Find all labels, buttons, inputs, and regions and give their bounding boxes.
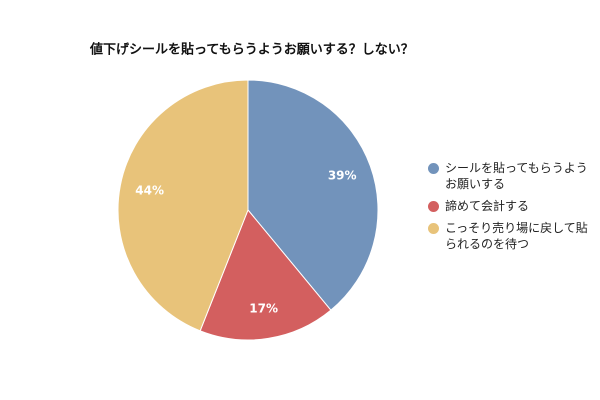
legend-label: 諦めて会計する <box>445 199 530 213</box>
legend-marker <box>428 223 439 234</box>
legend-label: こっそり売り場に戻して貼られるのを待つ <box>445 221 588 251</box>
legend-marker <box>428 201 439 212</box>
data-label: 44% <box>135 184 164 198</box>
legend: シールを貼ってもらうようお願いする諦めて会計するこっそり売り場に戻して貼られるの… <box>428 160 598 258</box>
pie-slice <box>117 79 249 332</box>
pie-slice <box>247 79 379 311</box>
legend-item: 諦めて会計する <box>428 198 598 214</box>
legend-item: こっそり売り場に戻して貼られるのを待つ <box>428 220 598 252</box>
legend-item: シールを貼ってもらうようお願いする <box>428 160 598 192</box>
pie-slice <box>199 209 332 341</box>
data-label: 17% <box>249 301 278 315</box>
legend-label: シールを貼ってもらうようお願いする <box>445 161 588 191</box>
data-label: 39% <box>328 169 357 183</box>
chart-title: 値下げシールを貼ってもらうようお願いする？しない？ <box>89 42 414 58</box>
legend-marker <box>428 163 439 174</box>
